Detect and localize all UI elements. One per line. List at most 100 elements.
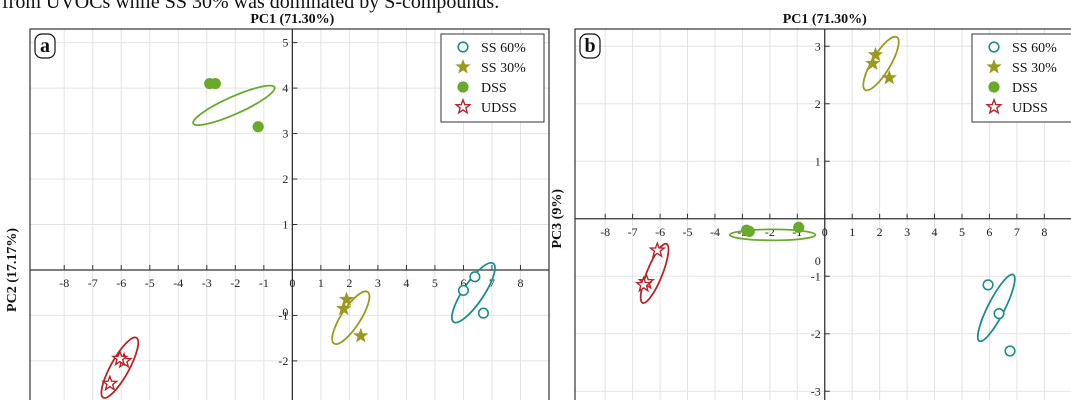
y-tick-label: 3	[815, 39, 821, 53]
panel-letter-box	[34, 33, 56, 59]
x-tick-label: 8	[517, 276, 523, 290]
data-point	[648, 241, 667, 258]
data-point	[865, 55, 881, 71]
legend-label: SS 60%	[481, 41, 526, 56]
x-tick-label: -1	[259, 276, 269, 290]
chart-title: PC1 (71.30%)	[250, 12, 334, 27]
data-point	[793, 221, 805, 233]
y-tick-label: 4	[282, 81, 288, 95]
legend-marker	[455, 58, 471, 74]
panel-letter: a	[40, 35, 50, 57]
x-tick-label: 7	[1014, 225, 1020, 239]
legend-label: UDSS	[481, 101, 517, 116]
legend-marker	[985, 97, 1003, 115]
data-point	[881, 69, 897, 85]
y-axis-title: PC3 (9%)	[550, 189, 565, 249]
y-tick-label: -2	[278, 354, 288, 368]
y-tick-label: -1	[811, 269, 821, 283]
plot-frame	[29, 28, 550, 400]
x-tick-label: 5	[959, 225, 965, 239]
x-tick-label: 2	[877, 225, 883, 239]
x-tick-label: -8	[600, 225, 610, 239]
x-tick-label: 7	[489, 276, 495, 290]
data-point	[252, 121, 264, 133]
data-point	[111, 349, 129, 367]
legend-marker	[457, 41, 469, 53]
data-point	[743, 225, 755, 237]
x-tick-label: -6	[655, 225, 665, 239]
x-tick-label: -4	[710, 225, 720, 239]
x-tick-label: 4	[932, 225, 938, 239]
x-tick-label: -6	[116, 276, 126, 290]
confidence-ellipse	[192, 84, 276, 127]
series-ss-30-	[862, 35, 900, 92]
x-tick-label: 0	[822, 225, 828, 239]
data-point	[634, 275, 653, 293]
series-udss	[634, 241, 670, 304]
confidence-ellipse	[331, 290, 371, 345]
legend: SS 60% SS 30% DSS UDSS	[440, 33, 545, 123]
panel-a: -8-7-6-5-4-3-2-1012345678-3-2-1123450PC1…	[5, 12, 550, 400]
data-point	[477, 307, 490, 319]
legend-marker	[988, 41, 1000, 53]
legend-label: DSS	[481, 81, 507, 96]
data-point	[457, 284, 470, 297]
y-axis-title: PC2 (17.17%)	[5, 228, 20, 312]
legend-label: SS 30%	[1012, 61, 1057, 76]
legend: SS 60% SS 30% DSS UDSS	[971, 33, 1071, 123]
y-tick-label: 0	[282, 305, 288, 319]
x-tick-label: -5	[145, 276, 155, 290]
y-tick-label: 1	[282, 218, 288, 232]
data-point	[867, 46, 884, 62]
data-point	[209, 77, 221, 90]
x-tick-label: 3	[904, 225, 910, 239]
x-tick-label: 0	[289, 276, 295, 290]
x-tick-label: 6	[460, 276, 466, 290]
x-tick-label: -8	[59, 276, 69, 290]
panel-letter-box	[579, 33, 601, 59]
y-tick-label: -2	[811, 327, 821, 341]
series-dss	[728, 221, 817, 242]
x-tick-label: -4	[173, 276, 183, 290]
plot-frame	[574, 28, 1071, 400]
x-tick-label: 5	[432, 276, 438, 290]
x-tick-label: -3	[202, 276, 212, 290]
legend-marker	[988, 81, 1000, 93]
x-tick-label: -7	[628, 225, 638, 239]
panel-letter: b	[584, 35, 595, 57]
y-tick-label: -3	[811, 384, 821, 398]
x-tick-label: 3	[375, 276, 381, 290]
confidence-ellipse	[451, 261, 496, 324]
legend-label: DSS	[1012, 81, 1038, 96]
legend-label: UDSS	[1012, 101, 1048, 116]
x-tick-label: 8	[1041, 225, 1047, 239]
y-tick-label: 1	[815, 154, 821, 168]
legend-box	[971, 33, 1071, 123]
y-tick-label: -1	[278, 308, 288, 322]
y-tick-label: 3	[282, 127, 288, 141]
y-tick-label: 5	[282, 36, 288, 50]
series-dss	[192, 77, 276, 133]
chart-title: PC1 (71.30%)	[783, 12, 867, 27]
figure-caption: from UVOCs while SS 30% was dominated by…	[2, 0, 500, 13]
x-tick-label: -7	[88, 276, 98, 290]
x-tick-label: 4	[403, 276, 409, 290]
legend-marker	[457, 81, 469, 93]
y-tick-label: 2	[815, 97, 821, 111]
x-tick-label: 2	[346, 276, 352, 290]
series-ss-30-	[331, 290, 371, 345]
confidence-ellipse	[862, 35, 900, 92]
series-ss-60-	[976, 273, 1016, 357]
x-tick-label: 1	[318, 276, 324, 290]
data-point	[101, 374, 119, 392]
y-tick-label: 0	[815, 254, 821, 268]
x-tick-label: -2	[765, 225, 775, 239]
confidence-ellipse	[728, 228, 817, 242]
series-udss	[100, 336, 140, 399]
legend-label: SS 60%	[1012, 41, 1057, 56]
confidence-ellipse	[639, 242, 670, 304]
x-tick-label: -2	[230, 276, 240, 290]
x-tick-label: 1	[849, 225, 855, 239]
